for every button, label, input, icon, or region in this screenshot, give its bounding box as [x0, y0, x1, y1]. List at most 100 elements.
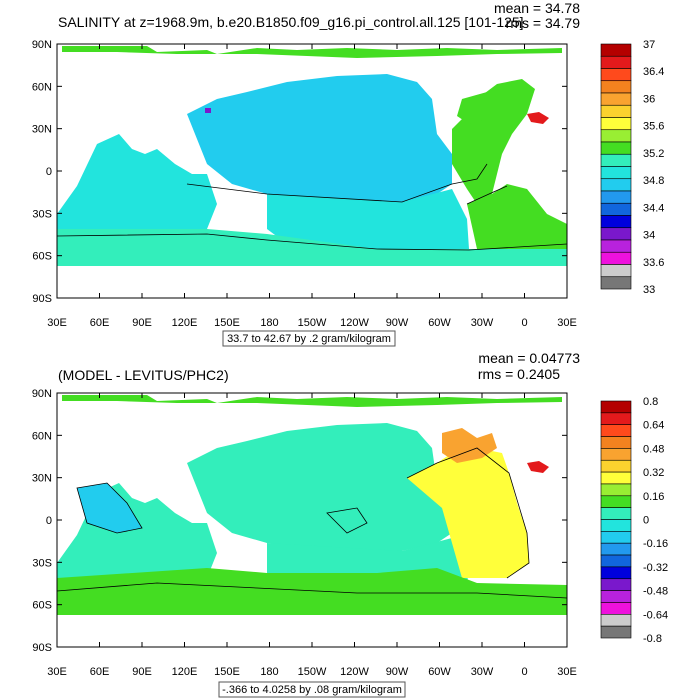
colorbar-swatch [600, 92, 632, 106]
colorbar-label: 36 [643, 93, 655, 105]
lon-label: 150E [214, 666, 240, 678]
colorbar-swatch [600, 614, 632, 627]
colorbar-label: 34.4 [643, 202, 664, 214]
panel-1-colorbar: 37 36.4 36 35.6 35.2 34.8 34.4 34 33.6 33 [600, 39, 664, 296]
colorbar-swatch [600, 519, 632, 532]
mediterranean-field [527, 461, 549, 473]
lon-label: 60W [428, 317, 451, 329]
atlantic-ocean-field [407, 448, 529, 578]
south-atlantic-field [477, 493, 502, 553]
lat-label: 30N [32, 124, 52, 136]
colorbar-label: 34.8 [643, 175, 664, 187]
southern-ocean-field [57, 229, 567, 266]
panel-2-colorbar: 0.8 0.64 0.48 0.32 0.16 0 -0.16 -0.32 -0.48 -0.64… [600, 396, 668, 645]
panel-2-title: (MODEL - LEVITUS/PHC2) [58, 367, 229, 383]
lat-label: 60N [32, 430, 52, 442]
panel-2-mean: mean = 0.04773 [478, 350, 580, 366]
panel-2-info: -.366 to 4.0258 by .08 gram/kilogram [222, 684, 402, 696]
colorbar-label: 35.2 [643, 148, 664, 160]
colorbar-swatch [600, 566, 632, 580]
panel-1-mean: mean = 34.78 [494, 0, 580, 16]
colorbar-swatch [600, 153, 632, 167]
north-atlantic-field [457, 92, 497, 124]
lat-label: 60S [32, 600, 52, 612]
contour-line [56, 233, 568, 251]
lon-label: 120E [172, 666, 198, 678]
colorbar-swatch [600, 68, 632, 82]
lon-label: 0 [521, 666, 527, 678]
colorbar-label: 0.8 [643, 396, 658, 408]
lon-label: 30E [47, 666, 67, 678]
lon-label: 30E [557, 666, 577, 678]
colorbar-label: 0.48 [643, 443, 664, 455]
colorbar-swatch [600, 459, 632, 473]
colorbar-swatch [600, 471, 632, 485]
south-atlantic-field [467, 184, 567, 249]
colorbar-swatch [600, 251, 632, 265]
panel-2-rms: rms = 0.2405 [478, 366, 560, 382]
colorbar-swatch [600, 531, 632, 544]
southern-ocean-field [57, 568, 567, 615]
lon-label: 150E [214, 317, 240, 329]
indian-ocean-field [57, 134, 217, 229]
colorbar-swatch [600, 424, 632, 437]
colorbar-swatch [600, 80, 632, 94]
colorbar-swatch [600, 436, 632, 449]
colorbar-swatch [600, 117, 632, 131]
south-pacific-field [267, 189, 469, 249]
lon-label: 120W [340, 666, 369, 678]
colorbar-swatch [600, 483, 632, 497]
lat-label: 0 [46, 166, 52, 178]
colorbar-swatch [600, 412, 632, 426]
arctic-ocean-field [62, 46, 562, 58]
colorbar-label: 33 [643, 284, 655, 296]
colorbar-swatch [600, 554, 632, 568]
colorbar-label: 0.16 [643, 491, 664, 503]
panel-2-map [56, 392, 568, 648]
lon-label: 150W [298, 317, 327, 329]
colorbar-swatch [600, 55, 632, 69]
lon-label: 30E [47, 317, 67, 329]
colorbar-swatch [600, 590, 632, 603]
lat-label: 0 [46, 515, 52, 527]
colorbar-label: 33.6 [643, 257, 664, 269]
lon-label: 60E [90, 317, 110, 329]
lat-label: 30S [32, 557, 52, 569]
colorbar-swatch [600, 43, 632, 57]
pacific-ocean-field [187, 74, 452, 204]
colorbar-swatch [600, 602, 632, 615]
panel-1-rms: rms = 34.79 [506, 15, 581, 31]
colorbar-swatch [600, 215, 632, 229]
colorbar-swatch [600, 141, 632, 155]
colorbar-swatch [600, 448, 632, 461]
lon-label: 120W [340, 317, 369, 329]
colorbar-swatch [600, 276, 632, 290]
lon-label: 90E [132, 666, 152, 678]
colorbar-swatch [600, 166, 632, 180]
lon-label: 150W [298, 666, 327, 678]
lon-label: 30W [471, 666, 494, 678]
colorbar-label: -0.16 [643, 538, 668, 550]
lat-label: 90N [32, 39, 52, 51]
panel-difference: (MODEL - LEVITUS/PHC2) mean = 0.04773 rm… [32, 350, 668, 698]
colorbar-label: 37 [643, 39, 655, 51]
colorbar-label: 0 [643, 515, 649, 527]
colorbar-swatch [600, 104, 632, 118]
lon-label: 30E [557, 317, 577, 329]
contour-line [466, 185, 508, 205]
panel-1-lat-labels: 90N 60N 30N 0 30S 60S 90S [32, 39, 52, 305]
panel-1-info: 33.7 to 42.67 by .2 gram/kilogram [227, 333, 391, 345]
panel-1-info-box: 33.7 to 42.67 by .2 gram/kilogram [222, 330, 396, 347]
lon-label: 120E [172, 317, 198, 329]
lon-label: 30W [471, 317, 494, 329]
colorbar-swatch [600, 202, 632, 216]
colorbar-swatch [600, 400, 632, 414]
colorbar-swatch [600, 264, 632, 278]
lon-label: 90W [386, 317, 409, 329]
panel-1-map [56, 43, 568, 299]
lat-label: 30S [32, 208, 52, 220]
colorbar-swatch [600, 129, 632, 143]
lat-label: 90N [32, 388, 52, 400]
lat-label: 60S [32, 251, 52, 263]
